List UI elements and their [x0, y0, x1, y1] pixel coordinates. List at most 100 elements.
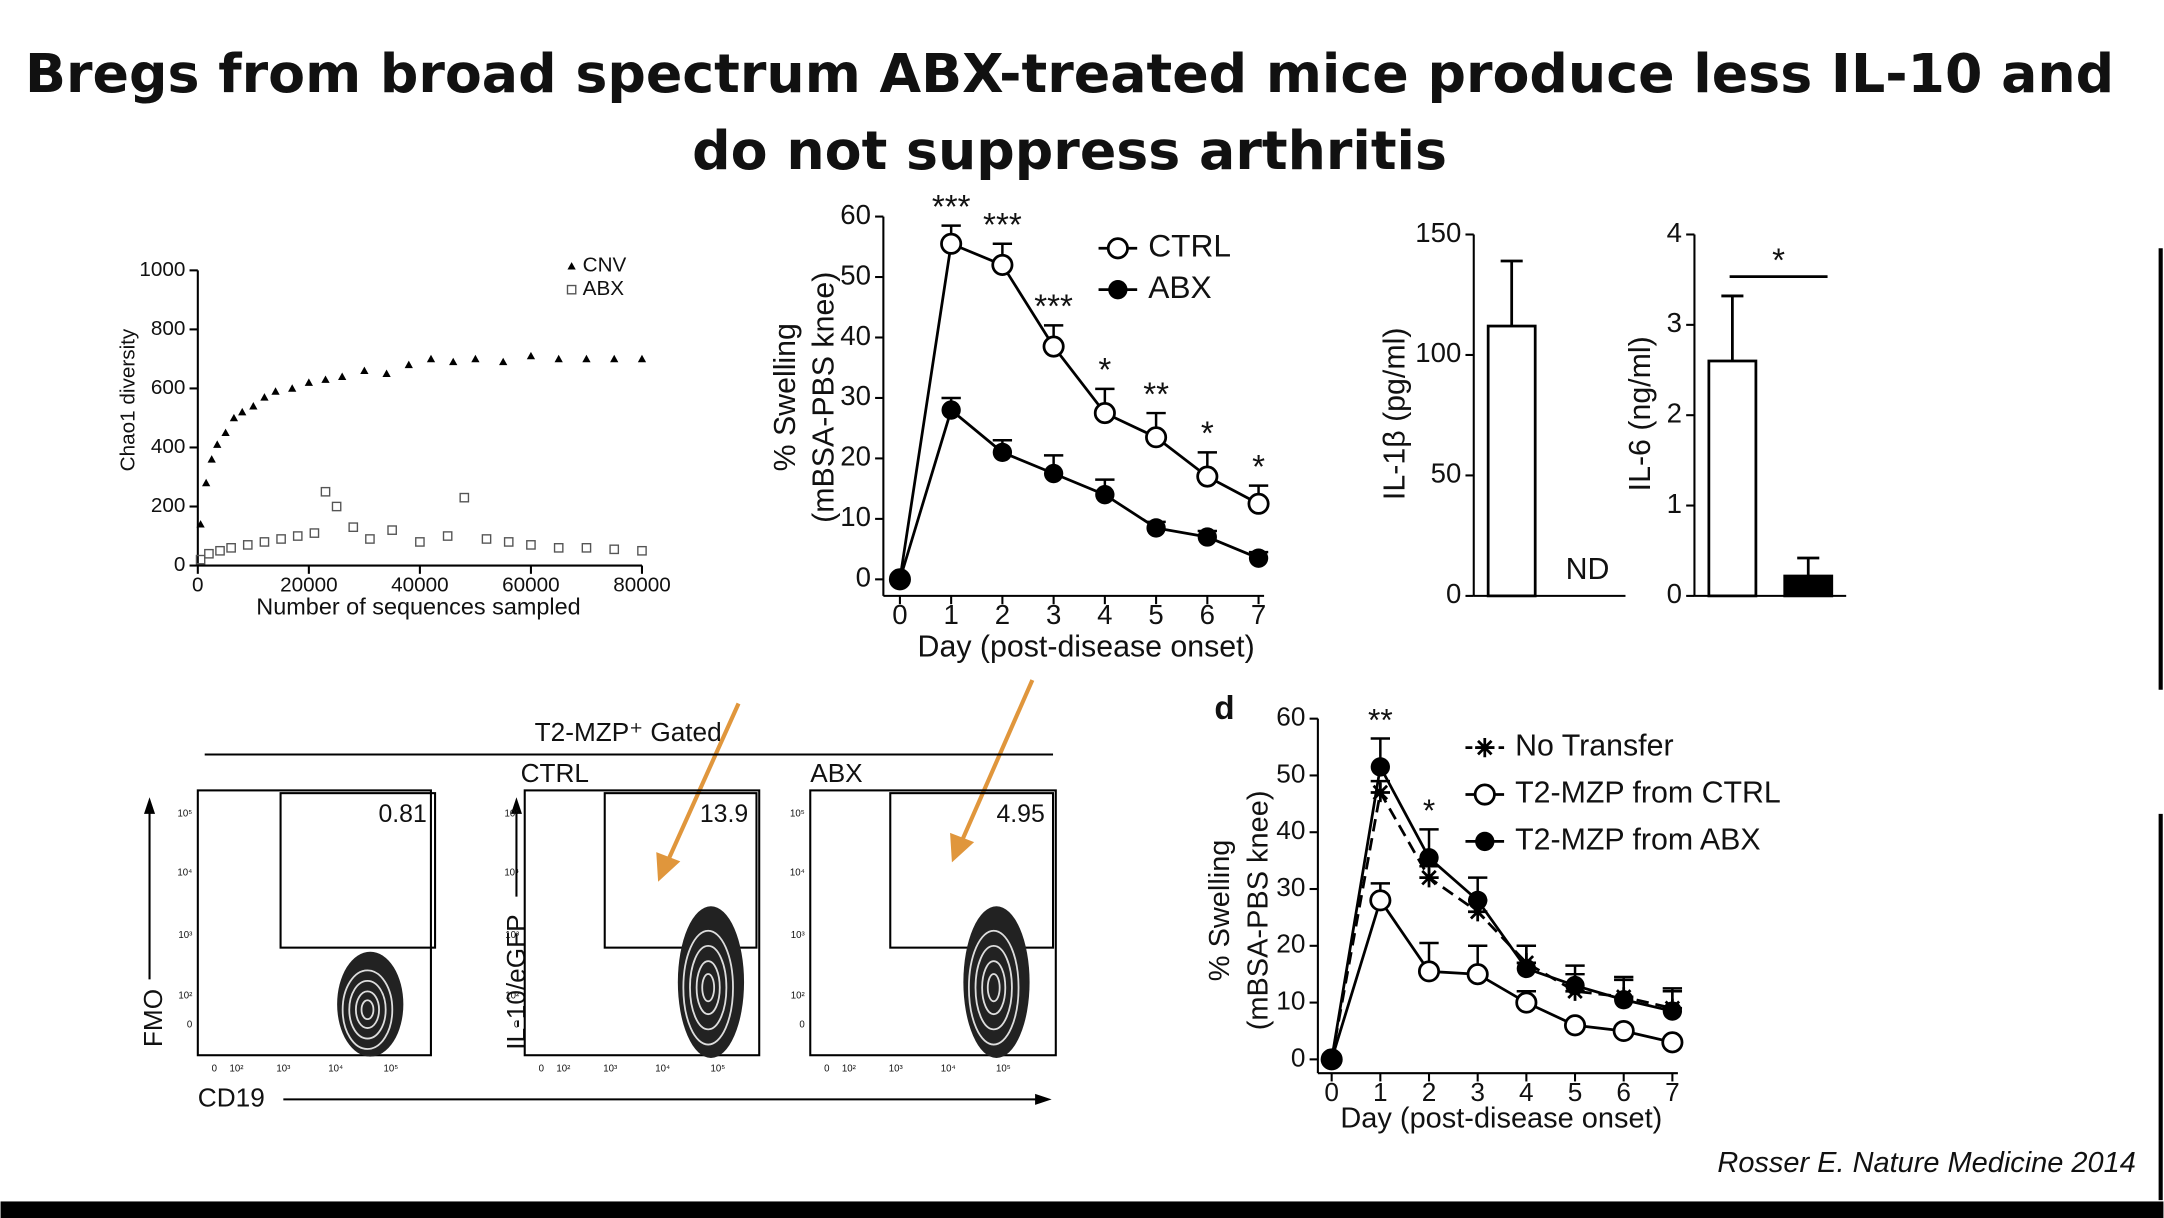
- arrow: [957, 679, 1035, 848]
- y-tick-label: 10: [1276, 986, 1305, 1016]
- contour: [967, 929, 1020, 1046]
- annotation-arrows: [656, 679, 1035, 882]
- y-tick-label: 200: [151, 494, 186, 517]
- y-axis-label: % Swelling: [1204, 840, 1236, 982]
- marker: [1466, 963, 1489, 986]
- marker: [1370, 757, 1390, 777]
- x-tick-label: 10⁴: [328, 1064, 343, 1075]
- marker: [360, 366, 369, 375]
- x-tick-label: 0: [192, 574, 204, 597]
- arrow: [663, 702, 741, 868]
- x-tick-label: 6: [1200, 599, 1215, 630]
- x-tick-label: 60000: [502, 574, 560, 597]
- y-tick-label: 10³: [505, 930, 520, 941]
- x-axis-label: Day (post-disease onset): [1340, 1103, 1662, 1135]
- marker: [637, 545, 647, 556]
- marker: [481, 534, 492, 544]
- marker: [610, 354, 619, 363]
- y-tick-label: 0: [174, 553, 186, 576]
- marker: [304, 378, 313, 386]
- contour: [341, 969, 394, 1050]
- arrowhead: [1035, 1093, 1052, 1105]
- error-bar: [1500, 259, 1523, 327]
- contour: [354, 990, 380, 1029]
- marker: [292, 531, 303, 541]
- y-axis-label: IL-1β (pg/ml): [1379, 328, 1412, 501]
- marker: [1662, 1001, 1683, 1021]
- y-tick-label: 3: [1667, 307, 1682, 338]
- gate: [279, 792, 437, 949]
- marker: [415, 537, 425, 547]
- significance: ***: [983, 207, 1022, 244]
- marker: [581, 543, 592, 553]
- marker: [890, 569, 910, 589]
- citation: Rosser E. Nature Medicine 2014: [1717, 1147, 2135, 1179]
- x-axis-label: Day (post-disease onset): [918, 630, 1255, 663]
- y-tick-label: 50: [1431, 458, 1462, 489]
- marker: [991, 253, 1014, 276]
- marker: [1475, 831, 1495, 852]
- y-tick-label: 60: [1276, 702, 1305, 732]
- marker: [387, 525, 397, 535]
- y-tick-label: 30: [840, 380, 871, 411]
- contour: [701, 973, 716, 1003]
- contour: [360, 999, 375, 1021]
- marker: [1322, 1049, 1342, 1070]
- marker: [567, 262, 576, 270]
- y-tick-label: 10⁵: [178, 808, 193, 819]
- flow-cytometry: T2-MZP⁺ Gated CTRL ABX FMO IL-10/eGFP CD…: [138, 717, 1057, 1112]
- marker: [1248, 548, 1269, 568]
- plot-frame: [523, 789, 761, 1057]
- marker: [637, 354, 647, 363]
- significance: *: [1423, 792, 1435, 828]
- marker: [566, 284, 577, 295]
- plot-frame: [809, 789, 1057, 1057]
- marker: [288, 384, 297, 392]
- marker: [1419, 848, 1439, 868]
- x-tick-label: 10³: [276, 1064, 291, 1075]
- legend-label: CNV: [583, 254, 627, 277]
- y-tick-label: 50: [840, 259, 871, 290]
- marker: [1042, 335, 1065, 358]
- marker: [1370, 782, 1391, 803]
- value-label: ND: [1566, 553, 1610, 586]
- legend-label: T2-MZP from CTRL: [1515, 777, 1781, 810]
- y-tick-label: 150: [1415, 217, 1461, 248]
- contour: [677, 906, 745, 1058]
- y-tick-label: 40: [1276, 815, 1305, 845]
- y-tick-label: 1000: [139, 258, 185, 281]
- significance: *: [1252, 449, 1265, 486]
- marker: [1369, 889, 1392, 912]
- x-tick-label: 10⁴: [655, 1064, 670, 1075]
- y-axis-label: FMO: [138, 989, 168, 1047]
- x-tick-label: 7: [1251, 599, 1266, 630]
- y-axis-label: (mBSA-PBS knee): [807, 272, 840, 523]
- x-tick-label: 10³: [603, 1064, 618, 1075]
- gate: [603, 792, 758, 949]
- y-tick-label: 0: [1291, 1042, 1306, 1072]
- marker: [207, 455, 216, 463]
- x-tick-label: 3: [1046, 599, 1061, 630]
- marker: [459, 492, 470, 503]
- marker: [1565, 975, 1585, 996]
- y-tick-label: 0: [1446, 578, 1461, 609]
- y-tick-label: 10⁴: [177, 868, 192, 879]
- marker: [215, 545, 225, 556]
- marker: [554, 354, 563, 363]
- contour: [974, 945, 1013, 1031]
- x-tick-label: 0: [539, 1064, 544, 1075]
- y-tick-label: 30: [1276, 872, 1305, 902]
- marker: [204, 548, 214, 559]
- legend-label: CTRL: [1148, 228, 1231, 264]
- x-tick-label: 10²: [556, 1064, 571, 1075]
- slide-title: Bregs from broad spectrum ABX-treated mi…: [25, 42, 2114, 105]
- marker: [940, 232, 963, 255]
- marker: [1196, 465, 1219, 488]
- y-tick-label: 0: [514, 1019, 519, 1030]
- marker: [1612, 1019, 1635, 1043]
- bar: [1486, 324, 1537, 598]
- marker: [1106, 237, 1129, 260]
- x-tick-label: 10²: [229, 1064, 244, 1075]
- y-tick-label: 40: [840, 320, 871, 351]
- marker: [609, 544, 620, 555]
